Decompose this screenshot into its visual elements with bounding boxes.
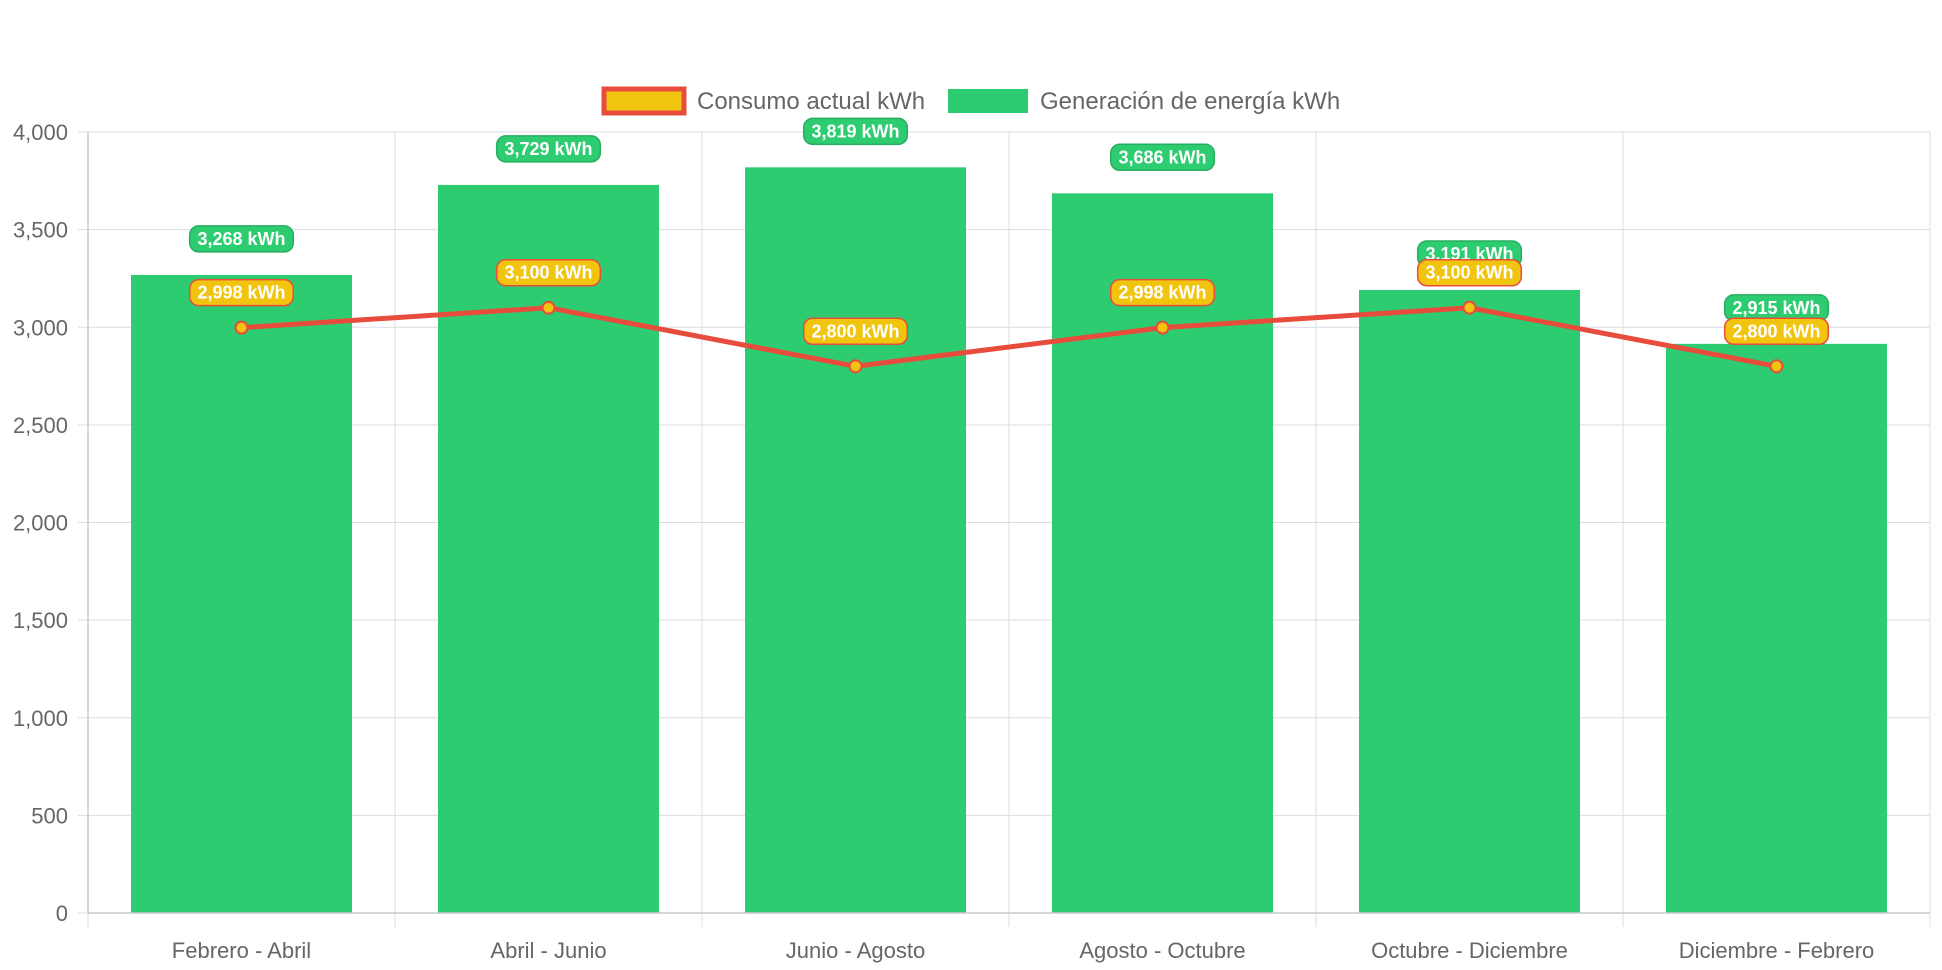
y-tick-label: 2,500	[13, 413, 68, 438]
legend-item-consumption[interactable]: Consumo actual kWh	[601, 86, 925, 116]
generation-bar[interactable]	[438, 184, 659, 914]
generation-data-label-text: 3,729 kWh	[504, 139, 592, 159]
generation-bar[interactable]	[1666, 343, 1887, 913]
x-tick-label: Abril - Junio	[490, 938, 606, 963]
consumption-point[interactable]	[1769, 359, 1784, 374]
consumption-point[interactable]	[234, 320, 249, 335]
x-tick-label: Octubre - Diciembre	[1371, 938, 1568, 963]
generation-bar[interactable]	[1052, 193, 1273, 914]
generation-data-label-text: 3,819 kWh	[811, 121, 899, 141]
generation-data-label-text: 2,915 kWh	[1732, 298, 1820, 318]
consumption-data-label-bg	[188, 278, 295, 307]
consumption-data-label-text: 2,998 kWh	[197, 283, 285, 303]
generation-data-label-bg	[802, 117, 909, 146]
y-tick-label: 1,000	[13, 706, 68, 731]
legend-label-consumption: Consumo actual kWh	[697, 88, 925, 115]
grid	[78, 131, 1931, 927]
consumption-line	[234, 300, 1784, 374]
generation-data-label-text: 3,191 kWh	[1425, 244, 1513, 264]
consumption-line-path	[241, 305, 1777, 369]
generation-data-label: 3,819 kWh	[802, 117, 909, 146]
consumption-point[interactable]	[1155, 320, 1170, 335]
generation-data-label-bg	[495, 135, 602, 163]
y-tick-label: 3,000	[13, 315, 68, 340]
generation-data-label: 3,686 kWh	[1109, 143, 1216, 172]
generation-data-label-bg	[1109, 143, 1216, 172]
legend-item-generation[interactable]: Generación de energía kWh	[948, 88, 1340, 115]
x-tick-label: Junio - Agosto	[786, 938, 925, 963]
x-tick-label: Febrero - Abril	[172, 938, 311, 963]
consumption-data-label: 3,100 kWh	[1416, 258, 1523, 287]
consumption-data-label-bg	[802, 317, 909, 346]
generation-data-label: 3,729 kWh	[495, 135, 602, 163]
legend-label-generation: Generación de energía kWh	[1040, 88, 1340, 115]
consumption-point[interactable]	[848, 359, 863, 374]
generation-data-label-text: 3,268 kWh	[197, 229, 285, 249]
consumption-data-label-text: 2,800 kWh	[1732, 321, 1820, 341]
consumption-data-label-bg	[1109, 278, 1216, 307]
consumption-data-label-text: 3,100 kWh	[1425, 263, 1513, 283]
consumption-data-label: 2,998 kWh	[1109, 278, 1216, 307]
y-tick-label: 1,500	[13, 608, 68, 633]
y-tick-label: 500	[31, 803, 68, 828]
consumption-data-label-text: 3,100 kWh	[504, 263, 592, 283]
generation-data-label: 3,268 kWh	[188, 225, 295, 253]
consumption-data-label: 2,800 kWh	[1723, 317, 1830, 346]
consumption-data-label-text: 2,998 kWh	[1118, 283, 1206, 303]
generation-data-label-bg	[188, 225, 295, 253]
x-tick-label: Agosto - Octubre	[1079, 938, 1245, 963]
y-tick-label: 0	[56, 901, 68, 926]
y-tick-label: 4,000	[13, 120, 68, 145]
legend-swatch-consumption	[601, 86, 687, 116]
consumption-point[interactable]	[541, 300, 556, 315]
generation-data-label: 2,915 kWh	[1723, 294, 1830, 322]
consumption-data-label-text: 2,800 kWh	[811, 321, 899, 341]
consumption-data-label-bg	[495, 258, 602, 287]
y-tick-label: 2,000	[13, 511, 68, 536]
bars	[131, 167, 1887, 914]
axes: 0 500 1,000 1,500 2,000 2,500 3,000 3,500 4,000 F…	[13, 120, 1930, 963]
consumption-data-label-bg	[1416, 258, 1523, 287]
generation-bar[interactable]	[745, 167, 966, 913]
legend-swatch-generation	[948, 89, 1028, 113]
consumption-data-label: 2,998 kWh	[188, 278, 295, 307]
generation-bar[interactable]	[1359, 289, 1580, 913]
legend[interactable]: Consumo actual kWh Generación de energía …	[601, 86, 1340, 116]
consumption-data-label: 3,100 kWh	[495, 258, 602, 287]
generation-bar[interactable]	[131, 274, 352, 914]
consumption-data-label: 2,800 kWh	[802, 317, 909, 346]
data-labels: 3,268 kWh 3,729 kWh 3,819 kWh 3,686 kWh 3,19…	[188, 117, 1830, 346]
generation-data-label-text: 3,686 kWh	[1118, 147, 1206, 167]
x-tick-label: Diciembre - Febrero	[1679, 938, 1875, 963]
consumption-data-label-bg	[1723, 317, 1830, 346]
y-tick-label: 3,500	[13, 218, 68, 243]
consumption-point[interactable]	[1462, 300, 1477, 315]
